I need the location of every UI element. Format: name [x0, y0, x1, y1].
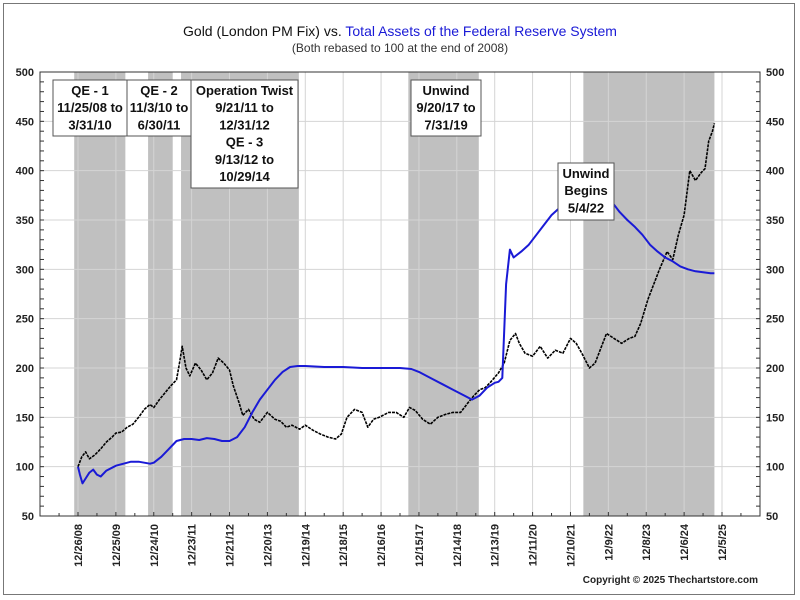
annotation-qe1: QE - 1 11/25/08 to 3/31/10	[52, 79, 128, 137]
annotation-text: Operation Twist	[196, 83, 294, 98]
annotation-text: 12/31/12	[219, 117, 270, 132]
shaded-period	[583, 72, 715, 516]
copyright-text: Copyright © 2025 Thechartstore.com	[583, 575, 758, 586]
x-tick-label: 12/25/09	[111, 524, 123, 567]
x-tick-label: 12/26/08	[73, 524, 85, 567]
x-tick-label: 12/23/11	[187, 524, 199, 566]
x-tick-label: 12/15/17	[414, 524, 426, 567]
annotation-optwist: Operation Twist 9/21/11 to 12/31/12 QE - 3 9…	[190, 79, 299, 189]
annotation-text: Begins	[564, 183, 607, 198]
y-tick-label-left: 500	[16, 67, 34, 79]
y-tick-label-right: 250	[766, 314, 784, 326]
x-tick-label: 12/13/19	[490, 524, 502, 567]
x-tick-label: 12/8/23	[641, 524, 653, 561]
y-tick-label-right: 50	[766, 511, 778, 523]
y-tick-label-left: 350	[16, 215, 34, 227]
y-tick-label-right: 400	[766, 166, 784, 178]
y-tick-label-right: 150	[766, 412, 784, 424]
annotation-text: 9/20/17 to	[416, 100, 475, 115]
y-tick-label-left: 450	[16, 116, 34, 128]
x-tick-label: 12/18/15	[338, 524, 350, 567]
y-tick-label-left: 100	[16, 462, 34, 474]
x-tick-label: 12/20/13	[262, 524, 274, 567]
x-tick-label: 12/6/24	[679, 523, 691, 561]
y-tick-label-left: 150	[16, 412, 34, 424]
y-tick-label-left: 300	[16, 264, 34, 276]
annotation-box	[557, 162, 615, 221]
x-tick-label: 12/24/10	[149, 524, 161, 567]
annotation-text: QE - 1	[71, 83, 109, 98]
annotation-text: 11/3/10 to	[130, 100, 189, 115]
annotation-qe2: QE - 2 11/3/10 to 6/30/11	[126, 79, 192, 137]
chart-title: Gold (London PM Fix) vs. Total Assets of…	[183, 23, 617, 39]
annotation-text: 9/21/11 to	[215, 100, 274, 115]
x-tick-label: 12/11/20	[528, 524, 540, 566]
annotation-text: 7/31/19	[424, 117, 467, 132]
y-tick-label-left: 50	[22, 511, 34, 523]
title-fed: Total Assets of the Federal Reserve Syst…	[345, 23, 617, 39]
shaded-period	[408, 72, 479, 516]
y-tick-label-right: 350	[766, 215, 784, 227]
y-tick-label-left: 200	[16, 363, 34, 375]
gold-series-line	[77, 123, 716, 467]
title-gold: Gold (London PM Fix) vs.	[183, 23, 345, 39]
y-tick-label-left: 250	[16, 314, 34, 326]
y-tick-label-right: 450	[766, 116, 784, 128]
shaded-period	[74, 72, 126, 516]
x-tick-label: 12/14/18	[452, 524, 464, 567]
y-tick-label-right: 500	[766, 67, 784, 79]
y-tick-label-right: 300	[766, 264, 784, 276]
y-tick-label-right: 200	[766, 363, 784, 375]
annotation-unwind2: Unwind Begins 5/4/22	[557, 162, 615, 221]
annotation-box	[410, 79, 482, 137]
annotation-text: QE - 2	[140, 83, 178, 98]
x-tick-label: 12/16/16	[376, 524, 388, 567]
annotation-unwind1: Unwind 9/20/17 to 7/31/19	[410, 79, 482, 137]
x-tick-label: 12/9/22	[603, 524, 615, 561]
x-tick-label: 12/19/14	[300, 523, 312, 567]
x-tick-label: 12/21/12	[225, 524, 237, 567]
x-tick-label: 12/10/21	[565, 524, 577, 567]
annotation-text: Unwind	[563, 166, 610, 181]
annotation-text: 3/31/10	[68, 117, 111, 132]
y-tick-label-right: 100	[766, 462, 784, 474]
y-tick-label-left: 400	[16, 166, 34, 178]
annotation-text: 6/30/11	[138, 117, 181, 132]
annotation-box	[190, 79, 299, 189]
annotation-text: QE - 3	[226, 135, 264, 150]
annotation-text: 11/25/08 to	[57, 100, 123, 115]
annotation-text: Unwind	[423, 83, 470, 98]
chart-subtitle: (Both rebased to 100 at the end of 2008)	[292, 41, 508, 55]
shaded-period	[148, 72, 173, 516]
annotation-text: 10/29/14	[219, 169, 270, 184]
annotation-text: 5/4/22	[568, 200, 604, 215]
x-tick-label: 12/5/25	[717, 524, 729, 561]
annotation-text: 9/13/12 to	[215, 152, 274, 167]
